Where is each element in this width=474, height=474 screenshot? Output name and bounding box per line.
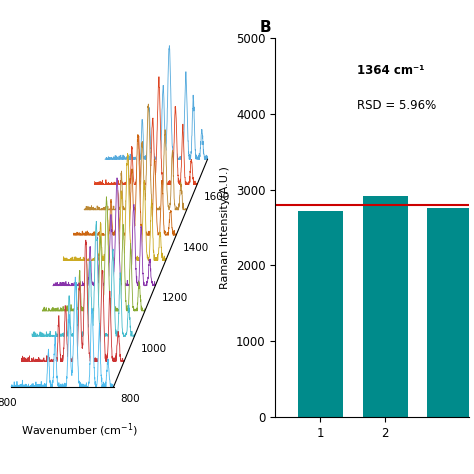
Bar [363, 196, 408, 417]
Y-axis label: Raman Intensity(A.U.): Raman Intensity(A.U.) [220, 166, 230, 289]
Text: 1364 cm⁻¹: 1364 cm⁻¹ [357, 64, 424, 77]
Text: 1000: 1000 [141, 344, 167, 354]
Title: B: B [260, 20, 271, 36]
Text: 1200: 1200 [162, 293, 188, 303]
Bar [298, 211, 343, 417]
Text: 1400: 1400 [182, 243, 209, 253]
Bar [427, 208, 473, 417]
Text: 800: 800 [0, 398, 17, 408]
Text: 800: 800 [120, 394, 140, 404]
Text: RSD = 5.96%: RSD = 5.96% [357, 99, 436, 111]
Text: Wavenumber (cm$^{-1}$): Wavenumber (cm$^{-1}$) [21, 421, 138, 438]
Text: 1600: 1600 [203, 192, 230, 202]
